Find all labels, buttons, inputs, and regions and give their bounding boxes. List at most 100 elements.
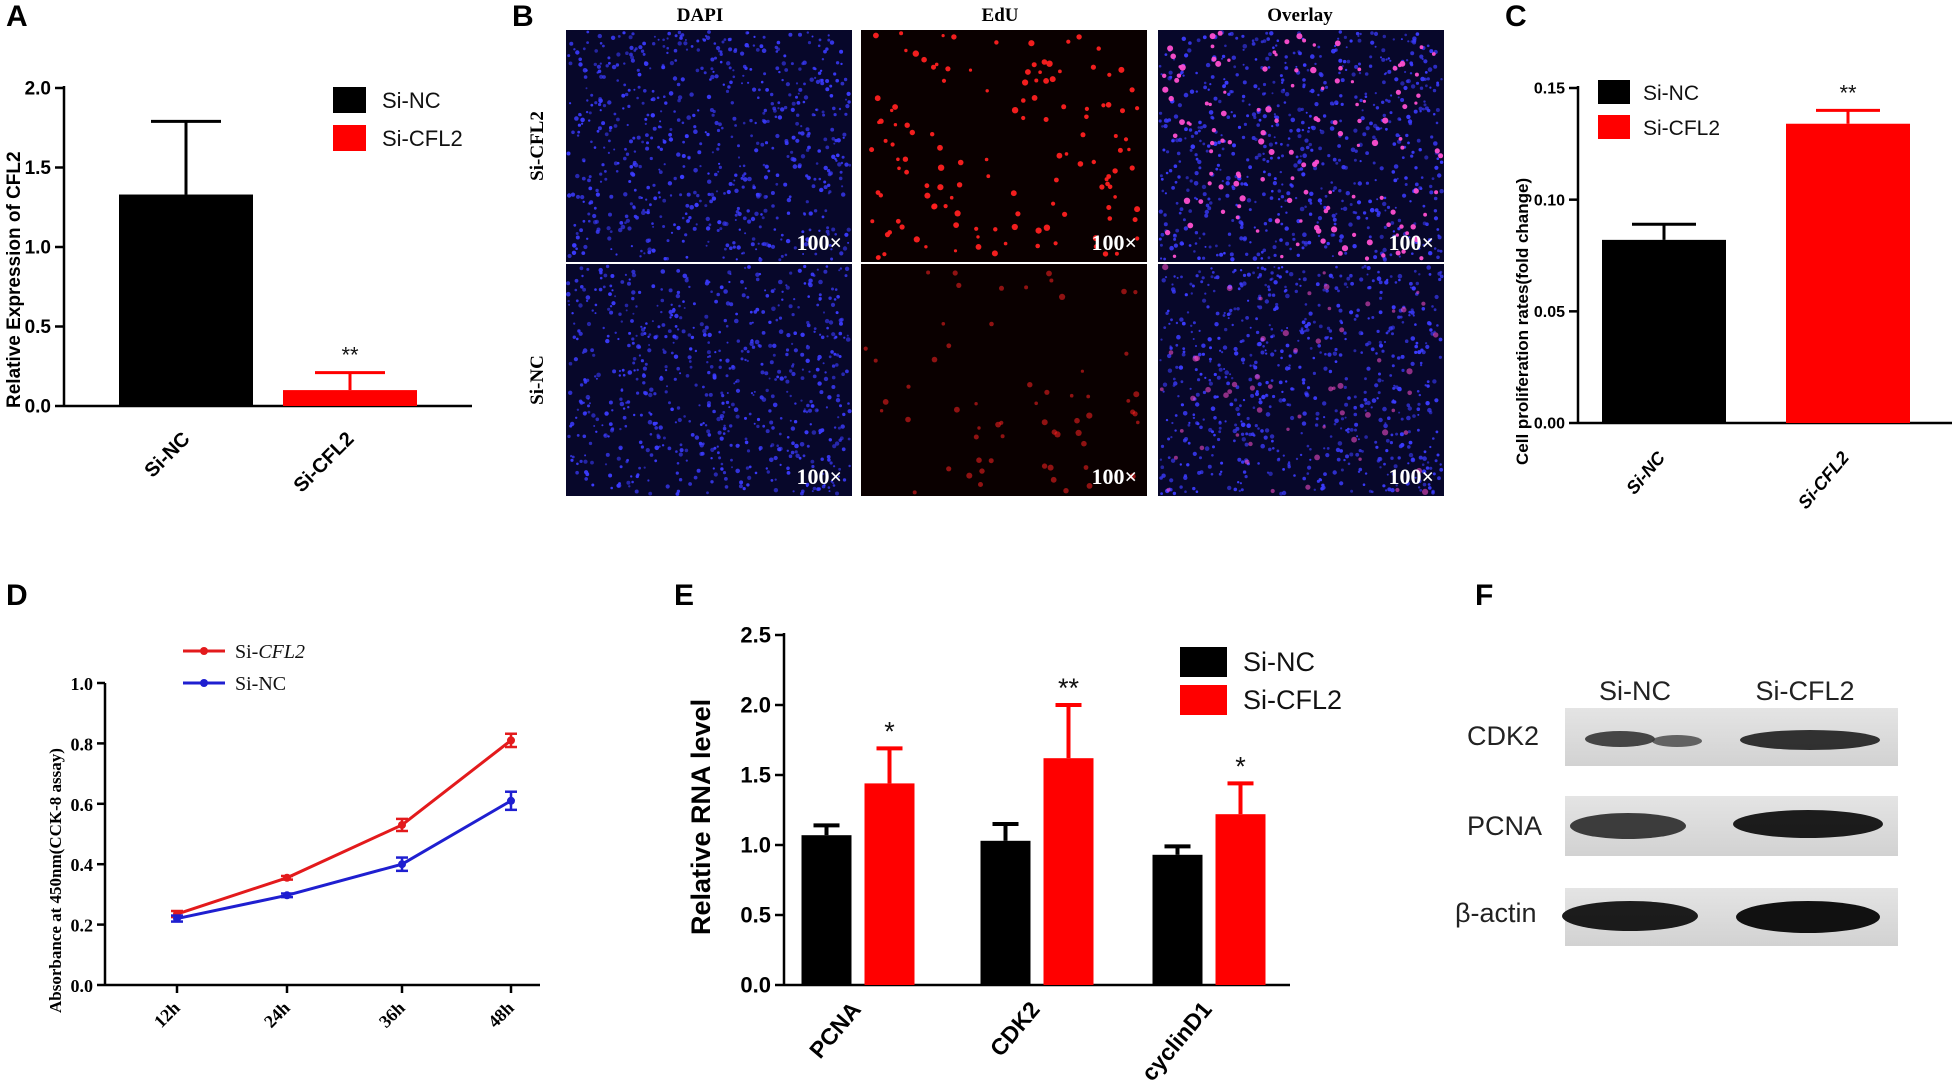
nucleus-dot — [636, 68, 640, 72]
nucleus-dot — [1295, 155, 1299, 159]
nucleus-dot — [816, 268, 819, 271]
nucleus-dot — [713, 42, 717, 45]
nucleus-dot — [1409, 200, 1412, 203]
nucleus-dot — [1270, 352, 1275, 357]
nucleus-dot — [1188, 41, 1192, 45]
nucleus-dot — [1432, 437, 1435, 440]
nucleus-dot — [1272, 245, 1277, 250]
nucleus-dot — [607, 151, 611, 154]
nucleus-dot — [1394, 206, 1397, 209]
edu-dot — [1211, 56, 1217, 62]
nucleus-dot — [815, 367, 820, 372]
nucleus-dot — [1213, 433, 1216, 437]
nucleus-dot — [1391, 471, 1396, 477]
nucleus-dot — [676, 269, 681, 273]
nucleus-dot — [1277, 189, 1282, 193]
nucleus-dot — [732, 75, 736, 79]
nucleus-dot — [615, 170, 619, 173]
nucleus-dot — [1362, 132, 1367, 137]
nucleus-dot — [817, 149, 821, 153]
nucleus-dot — [640, 332, 645, 337]
nucleus-dot — [608, 422, 613, 426]
nucleus-dot — [627, 226, 632, 231]
nucleus-dot — [1328, 369, 1333, 374]
nucleus-dot — [1202, 256, 1206, 260]
nucleus-dot — [1435, 121, 1439, 125]
nucleus-dot — [716, 445, 719, 448]
panel-letter-D: D — [6, 579, 28, 612]
nucleus-dot — [631, 269, 636, 274]
nucleus-dot — [752, 184, 755, 187]
nucleus-dot — [665, 369, 668, 372]
nucleus-dot — [805, 148, 810, 152]
edu-dot — [1255, 229, 1260, 233]
nucleus-dot — [1407, 406, 1413, 411]
nucleus-dot — [1229, 402, 1234, 407]
nucleus-dot — [1424, 384, 1427, 387]
microscopy-row-si-nc: Si-NC — [527, 355, 548, 405]
nucleus-dot — [636, 391, 640, 395]
nucleus-dot — [1249, 353, 1253, 357]
edu-dot — [1136, 420, 1140, 425]
nucleus-dot — [578, 331, 583, 336]
legend-label-si-cfl2-prefix: Si- — [235, 641, 258, 663]
nucleus-dot — [1410, 40, 1414, 43]
nucleus-dot — [597, 33, 602, 39]
nucleus-dot — [1246, 423, 1251, 429]
edu-dot — [975, 244, 982, 250]
nucleus-dot — [1417, 413, 1420, 416]
nucleus-dot — [1210, 275, 1214, 279]
edu-dot — [1170, 53, 1176, 60]
nucleus-dot — [679, 372, 682, 375]
edu-dot — [1294, 68, 1299, 73]
nucleus-dot — [760, 362, 764, 366]
nucleus-dot — [1159, 174, 1163, 178]
nucleus-dot — [1343, 331, 1347, 335]
nucleus-dot — [775, 133, 780, 139]
nucleus-dot — [576, 462, 579, 466]
nucleus-dot — [653, 35, 656, 38]
nucleus-dot — [1432, 379, 1437, 384]
nucleus-dot — [815, 162, 819, 165]
panel-c-bar-chart: Cell proliferation rates(fold change) Si… — [1513, 80, 1952, 513]
nucleus-dot — [1173, 114, 1179, 119]
panel-b-microscopy: DAPI EdU Overlay Si-CFL2 Si-NC 100× 100× 1… — [527, 5, 1444, 496]
nucleus-dot — [722, 256, 725, 259]
nucleus-dot — [1265, 341, 1269, 344]
nucleus-dot — [645, 133, 649, 138]
nucleus-dot — [1354, 95, 1358, 99]
nucleus-dot — [812, 374, 817, 379]
nucleus-dot — [1269, 278, 1273, 281]
nucleus-dot — [729, 273, 732, 276]
nucleus-dot — [1309, 201, 1313, 205]
nucleus-dot — [1369, 207, 1375, 213]
nucleus-dot — [1433, 64, 1438, 69]
nucleus-dot — [1436, 255, 1440, 260]
nucleus-dot — [776, 444, 779, 448]
nucleus-dot — [579, 266, 584, 271]
nucleus-dot — [630, 55, 635, 60]
nucleus-dot — [699, 165, 702, 168]
nucleus-dot — [642, 41, 646, 46]
nucleus-dot — [1374, 440, 1378, 444]
legend-label-si-nc: Si-NC — [235, 673, 286, 695]
nucleus-dot — [1221, 54, 1226, 59]
nucleus-dot — [681, 154, 686, 158]
nucleus-dot — [701, 442, 705, 446]
edu-dot — [1419, 45, 1424, 50]
nucleus-dot — [609, 230, 613, 234]
nucleus-dot — [1228, 32, 1232, 36]
nucleus-dot — [1186, 188, 1190, 192]
nucleus-dot — [1329, 337, 1333, 340]
nucleus-dot — [1336, 457, 1341, 462]
nucleus-dot — [1258, 397, 1262, 401]
nucleus-dot — [1159, 359, 1162, 362]
nucleus-dot — [1309, 448, 1312, 451]
nucleus-dot — [756, 424, 760, 429]
nucleus-dot — [1286, 191, 1291, 196]
nucleus-dot — [1166, 120, 1169, 123]
nucleus-dot — [574, 288, 578, 292]
nucleus-dot — [791, 135, 796, 140]
nucleus-dot — [1171, 421, 1174, 425]
nucleus-dot — [1216, 253, 1219, 257]
